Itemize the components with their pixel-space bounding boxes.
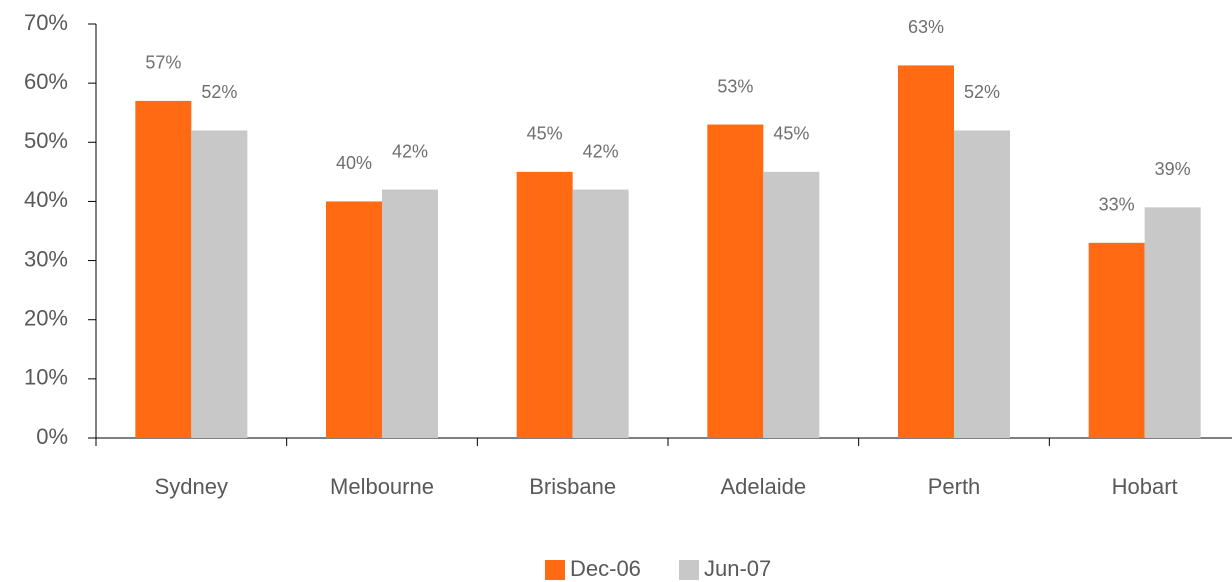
bar <box>898 65 954 439</box>
bar <box>572 189 629 438</box>
value-label: 53% <box>717 76 753 96</box>
value-label: 57% <box>145 53 181 73</box>
x-tick-label: Hobart <box>1112 474 1178 499</box>
bar <box>1144 207 1201 438</box>
legend-label: Dec-06 <box>570 556 641 581</box>
bar <box>1088 242 1145 438</box>
value-label: 40% <box>336 153 372 173</box>
x-tick-label: Sydney <box>155 474 228 499</box>
x-tick-label: Adelaide <box>721 474 807 499</box>
value-label: 33% <box>1099 195 1135 215</box>
value-label: 42% <box>583 141 619 161</box>
legend-label: Jun-07 <box>704 556 771 581</box>
bar <box>516 171 573 438</box>
value-label: 45% <box>773 124 809 144</box>
bar <box>382 189 438 438</box>
y-tick-label: 20% <box>24 306 68 331</box>
value-label: 42% <box>392 141 428 161</box>
legend-swatch <box>545 560 565 580</box>
x-tick-label: Perth <box>928 474 981 499</box>
bar <box>135 100 192 438</box>
y-tick-label: 50% <box>24 128 68 153</box>
y-tick-label: 70% <box>24 10 68 35</box>
value-label: 52% <box>964 82 1000 102</box>
y-tick-label: 0% <box>36 424 68 449</box>
value-label: 63% <box>908 17 944 37</box>
y-tick-label: 40% <box>24 187 68 212</box>
value-label: 45% <box>527 124 563 144</box>
x-tick-label: Brisbane <box>529 474 616 499</box>
x-tick-label: Melbourne <box>330 474 434 499</box>
y-tick-label: 60% <box>24 69 68 94</box>
value-label: 39% <box>1155 159 1191 179</box>
bar <box>191 130 248 438</box>
bar <box>763 171 820 438</box>
legend-swatch <box>679 560 699 580</box>
bar <box>954 130 1010 438</box>
bar <box>707 124 764 439</box>
y-tick-label: 10% <box>24 365 68 390</box>
bar <box>326 201 382 438</box>
value-label: 52% <box>201 82 237 102</box>
y-tick-label: 30% <box>24 246 68 271</box>
